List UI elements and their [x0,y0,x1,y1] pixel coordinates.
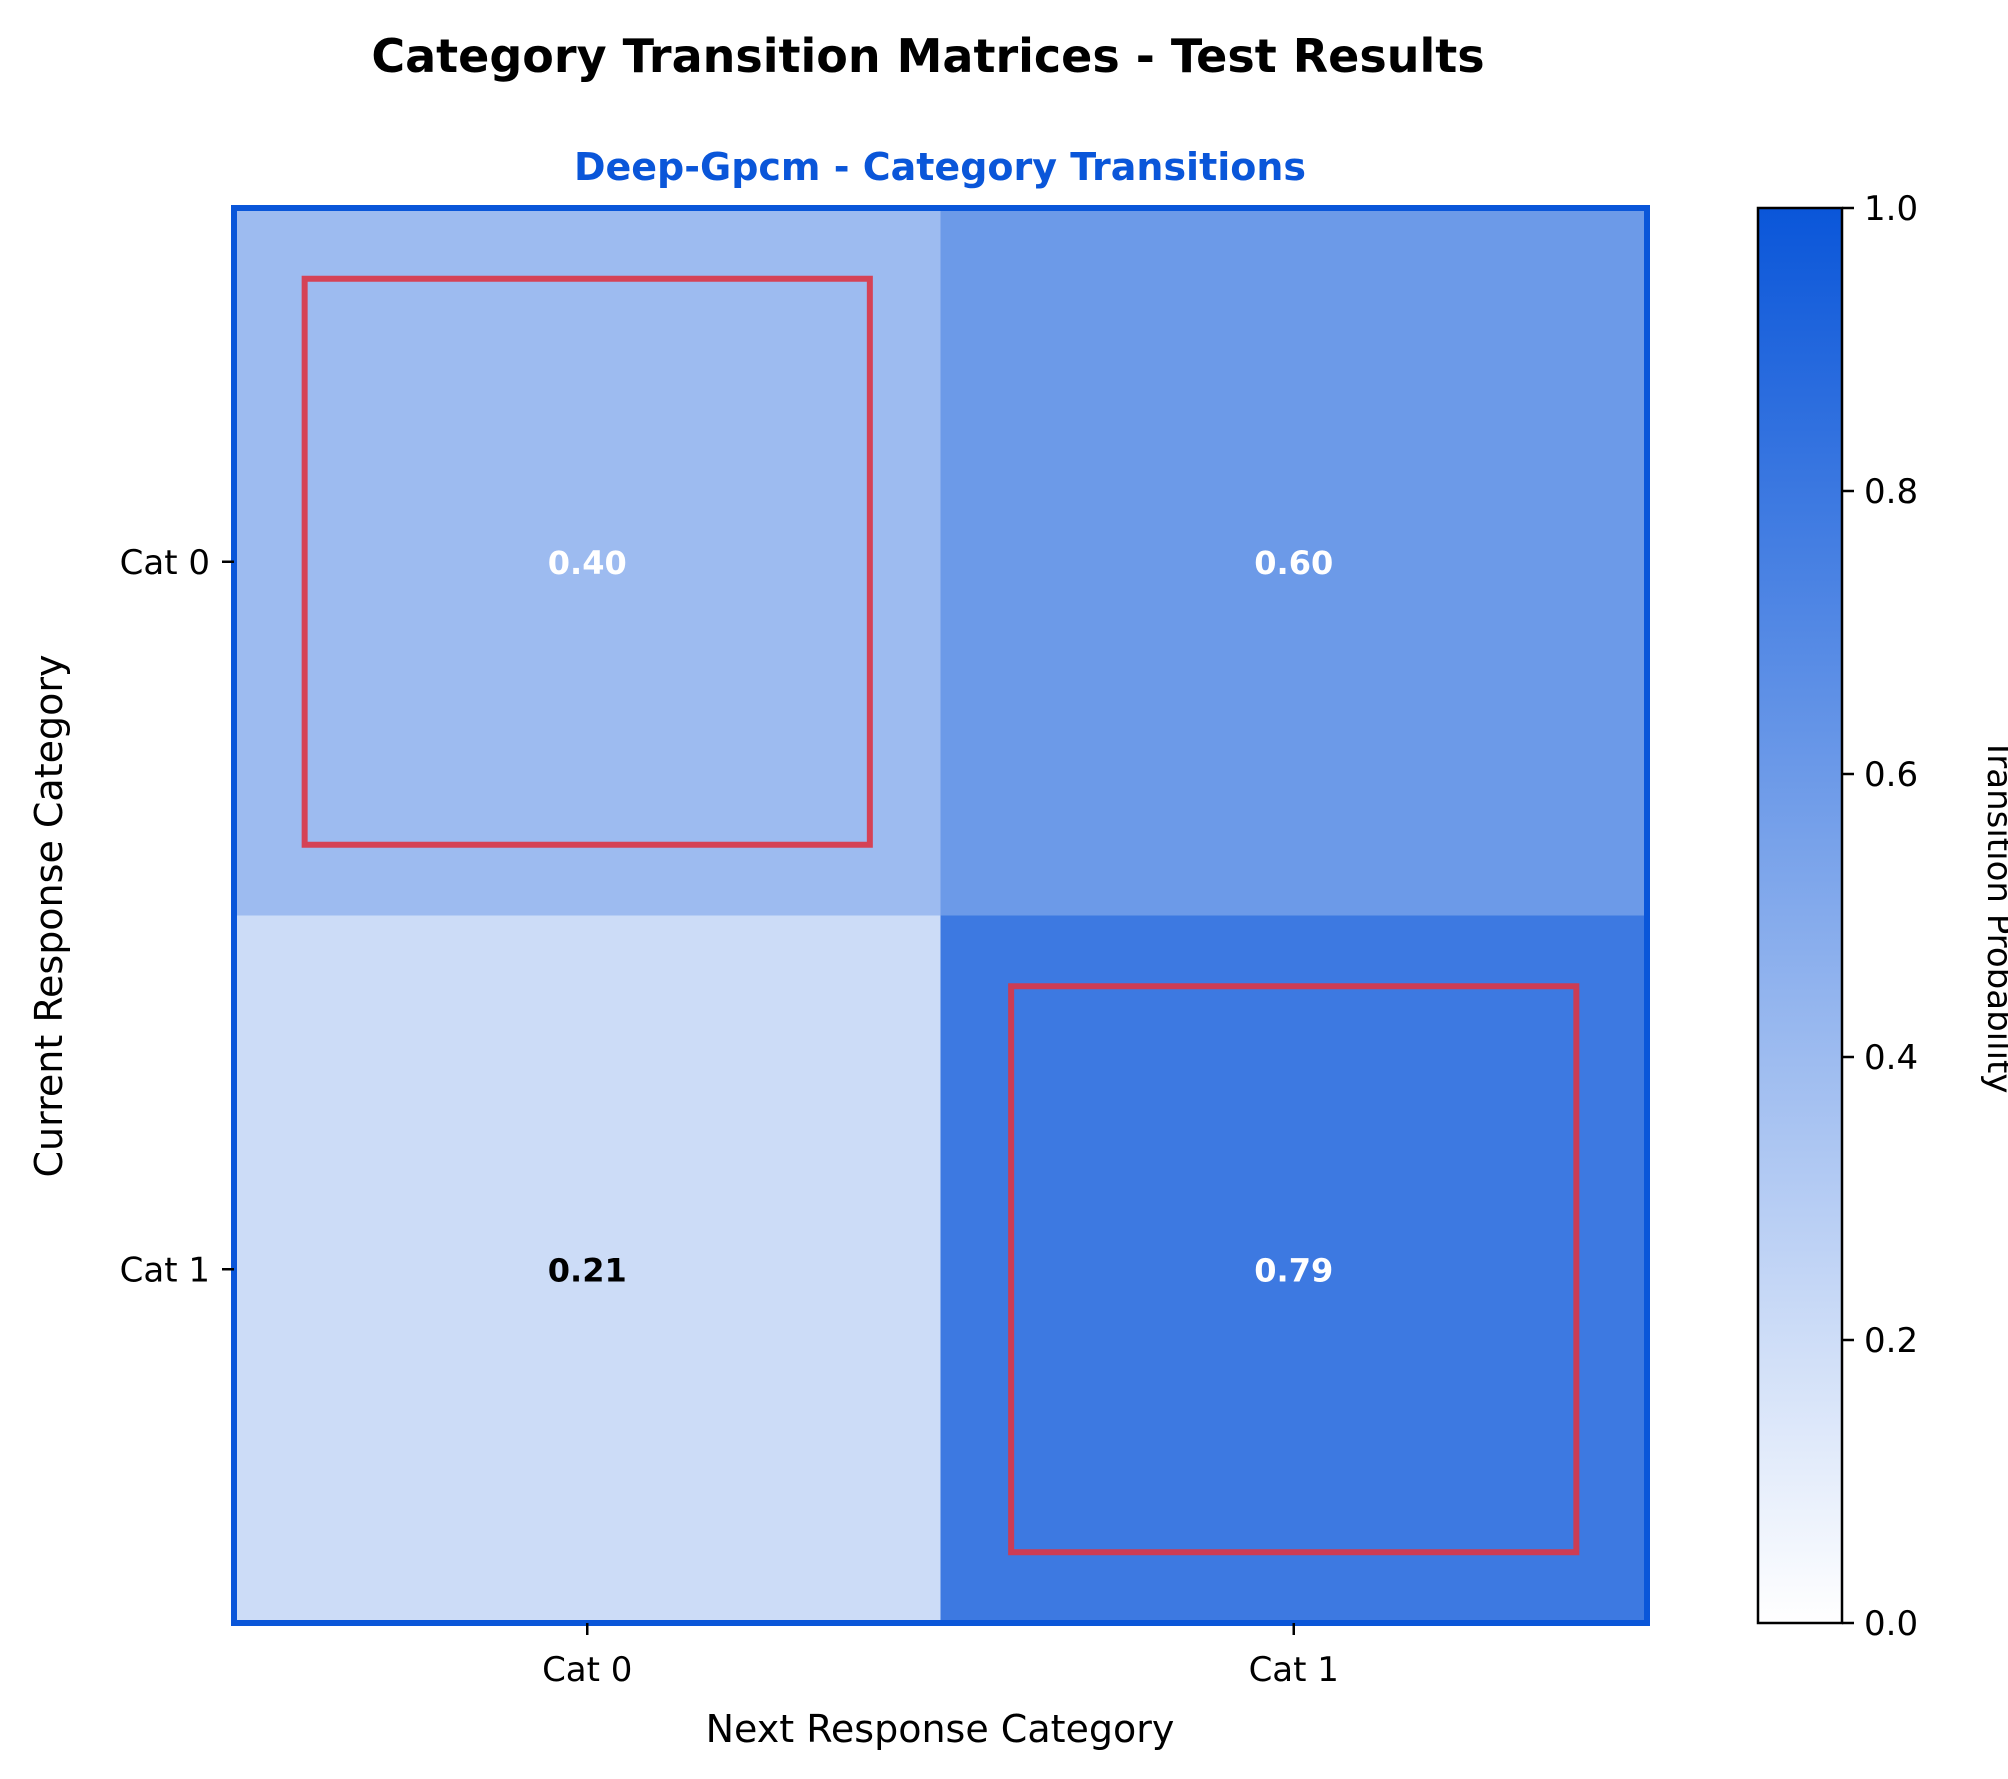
diagonal-highlights [301,275,1580,1556]
y-axis-ticks: Cat 0 Cat 1 [120,543,234,1290]
colorbar-tick-label: 1.0 [1864,189,1918,229]
cell-value-label: 0.79 [1254,1251,1333,1289]
colorbar-tick-label: 0.8 [1864,472,1918,512]
heatmap-cell-r1-c0 [234,915,941,1624]
heatmap-cell-r0-c1 [940,208,1648,916]
heatmap-cell-labels: 0.40 0.60 0.21 0.79 [548,544,1333,1290]
diagonal-highlight-box [1008,983,1580,1556]
y-tick-label: Cat 1 [120,1250,210,1290]
figure-title: Category Transition Matrices - Test Resu… [371,29,1484,83]
cell-value-label: 0.21 [548,1251,627,1289]
heatmap-cell-r0-c0 [234,208,941,916]
chart-title: Deep-Gpcm - Category Transitions [574,145,1306,189]
plot-frame [231,205,1650,1626]
cell-value-label: 0.40 [548,544,627,582]
heatmap-cells [234,208,1648,1624]
colorbar [1756,206,1844,1625]
y-axis-label: Current Response Category [27,655,71,1178]
colorbar-tick-label: 0.4 [1864,1038,1918,1078]
colorbar-ticks: 0.0 0.2 0.4 0.6 0.8 1.0 [1842,189,1918,1644]
colorbar-tick-label: 0.0 [1864,1604,1918,1644]
y-tick-label: Cat 0 [120,543,210,583]
x-tick-label: Cat 1 [1249,1650,1339,1690]
heatmap-cell-r1-c1 [940,915,1648,1624]
cell-value-label: 0.60 [1254,544,1333,582]
colorbar-tick-label: 0.2 [1864,1321,1918,1361]
x-tick-label: Cat 0 [542,1650,632,1690]
x-axis-label: Next Response Category [706,1707,1175,1751]
diagonal-highlight-box [301,275,873,848]
colorbar-label: Transition Probability [1979,738,2008,1094]
x-axis-ticks: Cat 0 Cat 1 [542,1623,1339,1690]
colorbar-tick-label: 0.6 [1864,755,1918,795]
